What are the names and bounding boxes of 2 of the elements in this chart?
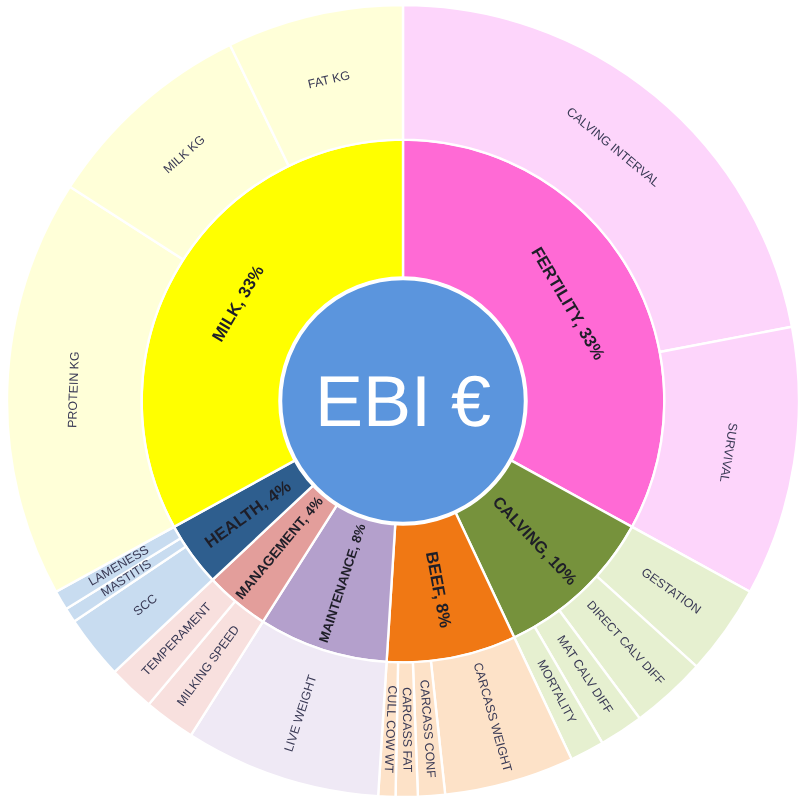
text: EBI € xyxy=(314,360,492,442)
data-label: BEEF, 8% xyxy=(421,549,457,631)
